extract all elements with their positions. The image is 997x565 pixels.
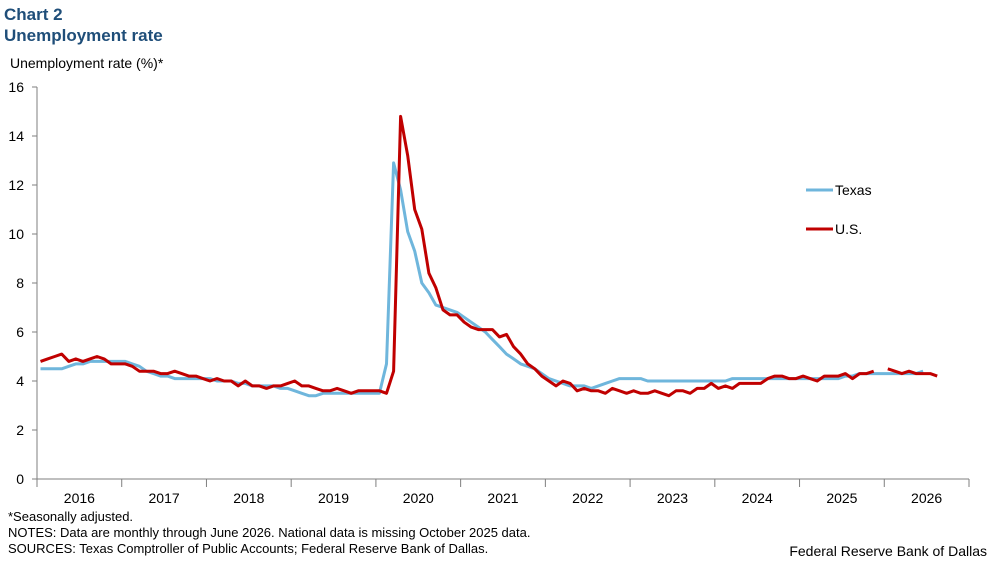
y-axis-title: Unemployment rate (%)* — [10, 55, 164, 71]
axes: 0 2 4 6 8 10 12 14 16 2016 2017 2018 2019 2020 2021 202… — [8, 79, 970, 506]
y-tick-label: 4 — [16, 373, 24, 389]
chart-number: Chart 2 — [4, 5, 63, 24]
y-tick-label: 12 — [8, 177, 24, 193]
x-tick-label: 2026 — [911, 490, 942, 506]
y-tick-label: 0 — [16, 471, 24, 487]
x-tick-label: 2019 — [318, 490, 349, 506]
x-tick-label: 2020 — [403, 490, 434, 506]
series-lines — [40, 114, 938, 398]
x-tick-label: 2024 — [742, 490, 773, 506]
x-tick-label: 2025 — [826, 490, 857, 506]
x-tick-label: 2022 — [572, 490, 603, 506]
series-line-u-s — [40, 114, 938, 398]
legend-label: U.S. — [835, 221, 862, 237]
x-tick-label: 2017 — [149, 490, 180, 506]
y-tick-label: 16 — [8, 79, 24, 95]
y-tick-label: 10 — [8, 226, 24, 242]
x-tick-label: 2021 — [487, 490, 518, 506]
footnote-seasonal: *Seasonally adjusted. — [8, 509, 134, 524]
footnote-sources: SOURCES: Texas Comptroller of Public Acc… — [8, 541, 489, 556]
chart-title: Unemployment rate — [4, 26, 163, 45]
credit-line: Federal Reserve Bank of Dallas — [789, 543, 987, 559]
series-line-texas — [40, 161, 924, 398]
x-tick-label: 2016 — [64, 490, 95, 506]
legend-label: Texas — [835, 182, 872, 198]
y-tick-label: 14 — [8, 128, 24, 144]
x-tick-label: 2023 — [657, 490, 688, 506]
footnote-notes: NOTES: Data are monthly through June 202… — [8, 525, 531, 540]
y-tick-label: 8 — [16, 275, 24, 291]
y-tick-label: 6 — [16, 324, 24, 340]
x-tick-label: 2018 — [233, 490, 264, 506]
legend: Texas U.S. — [806, 182, 872, 237]
y-tick-label: 2 — [16, 422, 24, 438]
